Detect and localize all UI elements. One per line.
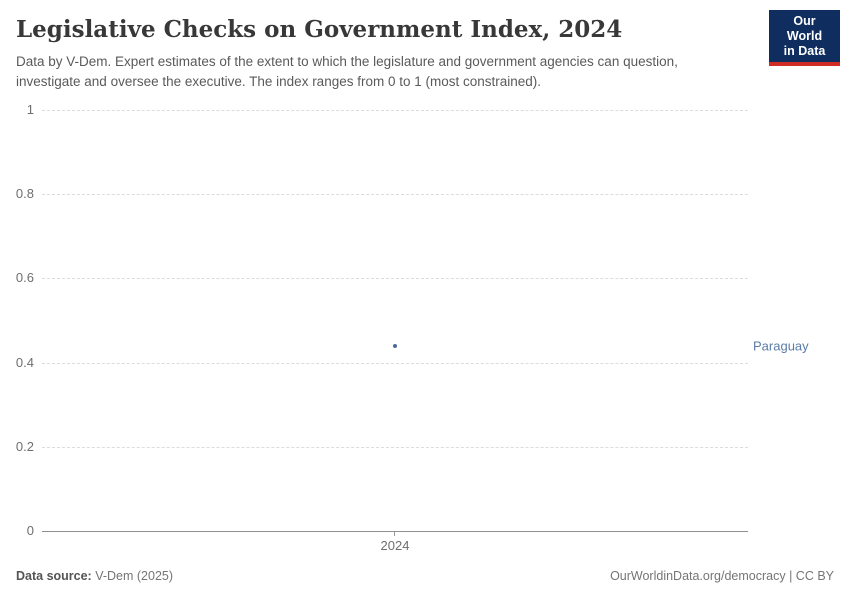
x-axis-tick-label: 2024: [380, 538, 410, 553]
chart-title: Legislative Checks on Government Index, …: [16, 16, 623, 43]
entity-label-paraguay[interactable]: Paraguay: [753, 338, 809, 354]
gridline-0.2: [42, 446, 748, 448]
y-axis-tick-label-0.2: 0.2: [15, 438, 34, 454]
y-axis-tick-label-1: 1: [26, 102, 34, 117]
chart-subtitle-line-1: Data by V-Dem. Expert estimates of the e…: [16, 54, 678, 69]
owid-logo: Our World in Data: [769, 10, 840, 66]
gridline-1: [42, 110, 748, 111]
y-axis-tick-label-0.4: 0.4: [15, 354, 34, 370]
data-point-paraguay[interactable]: [393, 343, 397, 348]
gridline-0.6: [42, 278, 748, 280]
y-axis-tick-label-0.8: 0.8: [15, 186, 34, 202]
x-axis-tick-mark: [394, 531, 395, 536]
data-source: Data source: V-Dem (2025): [16, 568, 173, 584]
gridline-0.4: [42, 362, 748, 364]
gridline-0.8: [42, 194, 748, 196]
footer-credit[interactable]: OurWorldinData.org/democracy | CC BY: [610, 569, 834, 583]
plot-area: [42, 110, 748, 532]
chart-footer: Data source: V-Dem (2025) OurWorldinData…: [16, 568, 834, 584]
chart-subtitle-line-2: investigate and oversee the executive. T…: [16, 73, 542, 89]
owid-logo-line-2: in Data: [783, 44, 826, 58]
gridline-0: [42, 531, 748, 532]
owid-logo-line-1: Our World: [786, 14, 823, 43]
data-source-value: V-Dem (2025): [95, 569, 174, 583]
y-axis-tick-label-0.6: 0.6: [15, 270, 34, 286]
chart-subtitle: Data by V-Dem. Expert estimates of the e…: [16, 52, 756, 91]
y-axis-tick-label-0: 0: [26, 523, 34, 538]
data-source-label: Data source:: [16, 569, 92, 583]
